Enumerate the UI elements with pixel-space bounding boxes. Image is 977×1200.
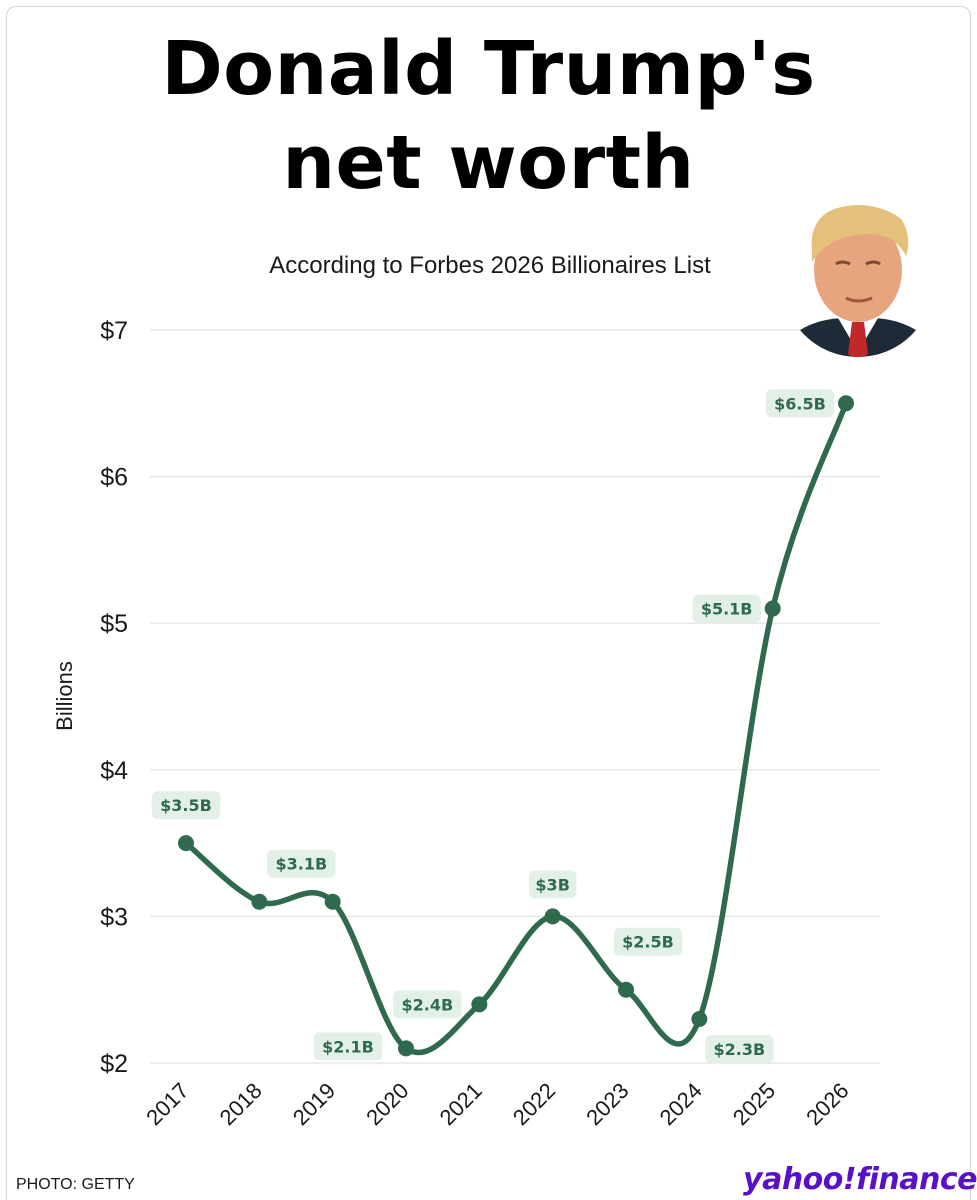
data-point <box>838 395 854 412</box>
chart-subtitle: According to Forbes 2026 Billionaires Li… <box>269 252 711 279</box>
data-label: $3B <box>528 870 577 899</box>
data-label-badge <box>267 849 336 878</box>
data-label-text: $6.5B <box>774 394 826 413</box>
y-tick-label: $7 <box>100 317 128 345</box>
data-label-badge <box>313 1032 383 1061</box>
x-tick-label: 2020 <box>361 1078 413 1130</box>
data-point <box>251 893 268 910</box>
data-label: $6.5B <box>765 389 835 418</box>
gridlines <box>150 329 880 1064</box>
x-tick-label: 2026 <box>801 1078 853 1130</box>
y-axis-label: Billions <box>52 661 77 731</box>
data-points <box>178 395 854 1057</box>
data-label: $3.1B <box>267 849 336 878</box>
y-tick-label: $4 <box>100 757 128 785</box>
data-label-badge <box>613 927 683 956</box>
data-label: $2.5B <box>613 927 683 956</box>
data-label-text: $3B <box>535 875 569 894</box>
data-label-text: $2.1B <box>322 1037 374 1056</box>
data-label-text: $2.3B <box>713 1040 765 1059</box>
series-line <box>183 400 849 1056</box>
x-tick-label: 2025 <box>728 1078 780 1130</box>
x-tick-label: 2018 <box>215 1078 267 1130</box>
photo-credit: PHOTO: GETTY <box>16 1176 135 1193</box>
data-label: $5.1B <box>692 594 761 623</box>
y-tick-labels: $2 $3 $4 $5 $6 $7 <box>100 317 128 1078</box>
data-point <box>471 996 488 1013</box>
data-label-badge <box>393 990 462 1019</box>
data-label-badge <box>765 389 835 418</box>
data-label: $2.1B <box>313 1032 383 1061</box>
x-tick-labels: 2017 2018 2019 2020 2021 2022 2023 2024 2025 2026 <box>141 1078 853 1130</box>
x-tick-label: 2024 <box>655 1078 707 1130</box>
title-line-2: net worth <box>282 120 695 206</box>
data-point <box>398 1040 414 1057</box>
data-label-text: $2.5B <box>622 933 674 952</box>
data-point <box>324 893 341 910</box>
series-line-path <box>183 400 849 1056</box>
chart-title: Donald Trump's net worth <box>0 22 977 210</box>
data-label-badge <box>705 1035 774 1064</box>
data-label: $2.3B <box>705 1035 774 1064</box>
data-label-text: $3.1B <box>275 855 327 874</box>
data-label: $3.5B <box>151 791 221 820</box>
x-tick-label: 2019 <box>288 1078 340 1130</box>
data-label-text: $2.4B <box>401 995 453 1014</box>
person-portrait-icon <box>782 205 934 357</box>
data-point <box>764 600 781 617</box>
data-point <box>544 908 561 925</box>
data-labels: $3.5B $3.1B $2.1B $2.4B $3B $2.5B $2.3B $5.1B $6… <box>151 389 835 1064</box>
x-tick-label: 2022 <box>508 1078 560 1130</box>
y-tick-label: $2 <box>100 1050 128 1078</box>
y-tick-label: $3 <box>100 903 128 931</box>
x-tick-label: 2023 <box>581 1078 633 1130</box>
x-tick-label: 2017 <box>141 1078 193 1130</box>
data-label-badge <box>692 594 761 623</box>
chart-card <box>6 6 971 1200</box>
data-label-badge <box>528 870 577 899</box>
y-tick-label: $6 <box>100 464 128 492</box>
data-point <box>691 1011 708 1028</box>
data-label: $2.4B <box>393 990 462 1019</box>
yahoo-finance-logo: yahoo!finance <box>743 1162 977 1197</box>
data-label-text: $3.5B <box>160 796 212 815</box>
x-tick-label: 2021 <box>435 1078 487 1130</box>
y-tick-label: $5 <box>100 610 128 638</box>
data-point <box>618 981 634 998</box>
title-line-1: Donald Trump's <box>161 26 816 112</box>
data-label-text: $5.1B <box>701 600 753 619</box>
data-point <box>178 835 194 852</box>
data-label-badge <box>151 791 221 820</box>
